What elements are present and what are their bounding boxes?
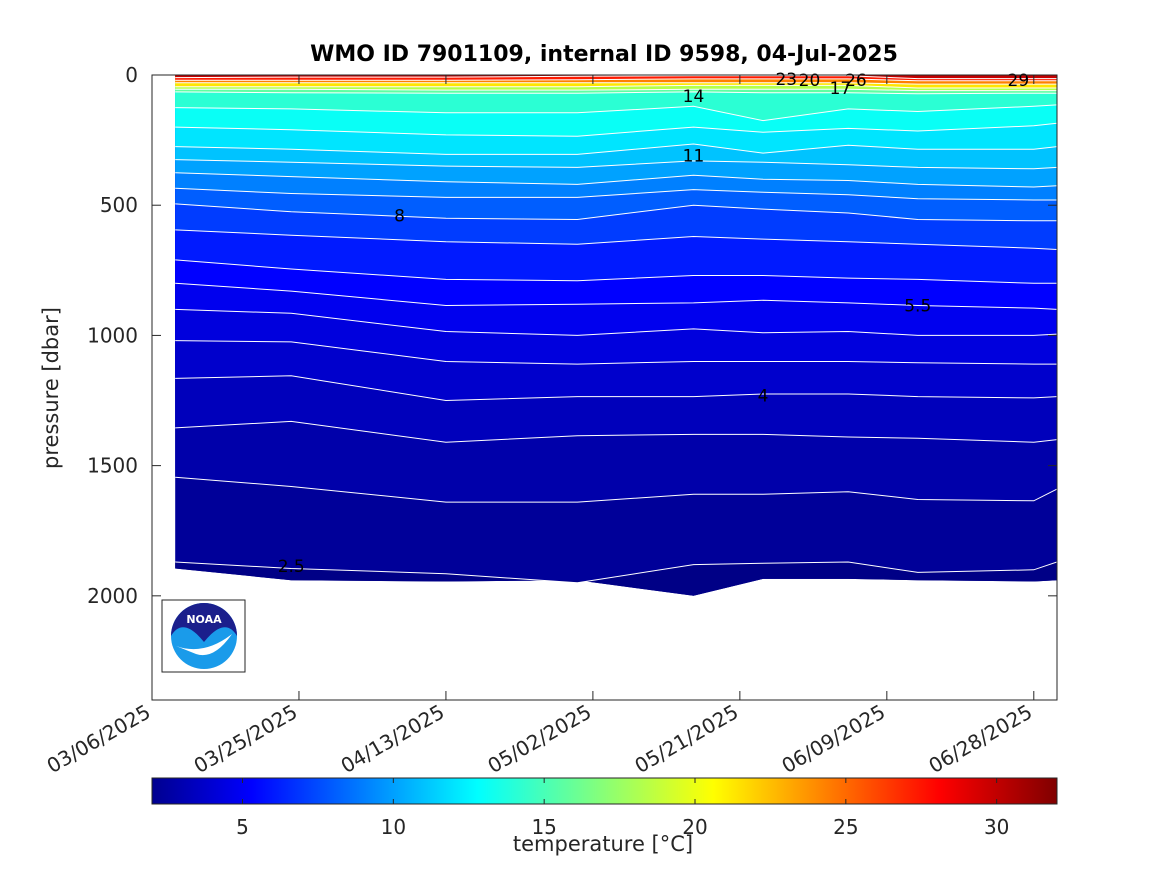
temperature-bands: [175, 75, 1057, 596]
chart-title: WMO ID 7901109, internal ID 9598, 04-Jul…: [310, 42, 898, 67]
isotherm-5: [175, 308, 1057, 336]
noaa-logo: NOAA: [161, 599, 246, 673]
colorbar-tick-label: 25: [833, 815, 858, 839]
isotherm-12: [175, 143, 1057, 155]
contour-label: 17: [830, 79, 852, 99]
contour-label: 4: [758, 386, 769, 406]
isotherm-3: [175, 476, 1057, 503]
x-tick-label: 05/21/2025: [631, 700, 743, 778]
y-tick-label: 0: [125, 63, 138, 87]
x-tick-label: 06/28/2025: [924, 700, 1036, 778]
x-tick-label: 05/02/2025: [484, 700, 596, 778]
x-tick-label: 06/09/2025: [777, 700, 889, 778]
isotherm-9: [175, 187, 1057, 201]
isotherm-4.5: [175, 340, 1057, 365]
colorbar: 5 10 15 20 25 30 temperature [°C]: [151, 777, 1058, 856]
colorbar-ticks: 5 10 15 20 25 30: [236, 778, 1009, 839]
contour-label: 14: [683, 87, 705, 107]
colorbar-tick-label: 30: [984, 815, 1009, 839]
isotherm-29: [175, 75, 1057, 80]
logo-bird-wing: [176, 634, 232, 656]
x-tick-label: 03/06/2025: [43, 700, 155, 778]
isotherm-2.5: [175, 561, 1057, 584]
contour-label: 20: [799, 71, 821, 91]
y-tick-label: 2000: [87, 584, 138, 608]
colorbar-tick-label: 15: [531, 815, 556, 839]
isotherm-5.5: [175, 282, 1057, 310]
contour-label: 26: [845, 71, 867, 91]
isotherm-10: [175, 172, 1057, 188]
y-tick-label: 1000: [87, 323, 138, 347]
isotherm-26: [175, 78, 1057, 82]
isotherm-15: [175, 91, 1057, 95]
y-tick-label: 1500: [87, 454, 138, 478]
isotherm-20: [175, 84, 1057, 89]
colorbar-gradient: [151, 777, 1058, 805]
isotherm-11: [175, 159, 1057, 170]
x-tick-label: 04/13/2025: [337, 700, 449, 778]
contour-label: 2.5: [278, 557, 305, 577]
isotherm-23: [175, 82, 1057, 85]
contour-label: 5.5: [904, 296, 931, 316]
y-tick-label: 500: [100, 193, 138, 217]
y-axis: 0 500 1000 1500 2000: [87, 63, 1057, 608]
contour-label: 23: [775, 70, 797, 90]
isotherm-3.5: [175, 420, 1057, 443]
isotherm-8: [175, 203, 1057, 222]
colorbar-tick-label: 20: [682, 815, 707, 839]
band-above-29: [175, 75, 1057, 79]
isotherm-7: [175, 229, 1057, 250]
contour-label: 8: [394, 207, 405, 227]
band-floor: [175, 562, 1057, 596]
contour-label: 29: [1008, 71, 1030, 91]
colorbar-label: temperature [°C]: [513, 832, 693, 856]
contour-label: 11: [683, 147, 705, 167]
isotherm-17: [175, 88, 1057, 92]
x-tick-label: 03/25/2025: [190, 700, 302, 778]
plot-frame: [151, 74, 1058, 701]
colorbar-tick-label: 10: [381, 815, 406, 839]
logo-text: NOAA: [186, 613, 222, 626]
logo-bird-top: [171, 603, 237, 642]
y-axis-label: pressure [dbar]: [39, 307, 63, 469]
isotherm-13: [175, 122, 1057, 137]
isotherm-6: [175, 259, 1057, 284]
isotherm-lines: [175, 75, 1057, 584]
colorbar-tick-label: 5: [236, 815, 249, 839]
isotherm-14: [175, 104, 1057, 122]
isotherm-4: [175, 375, 1057, 402]
